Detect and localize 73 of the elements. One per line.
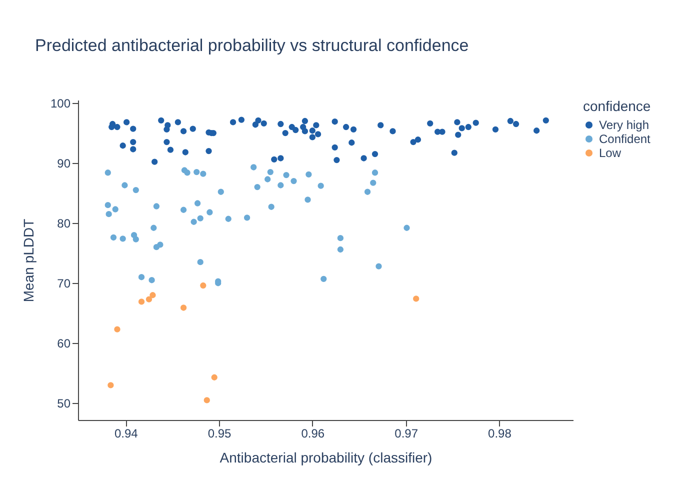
point [264, 176, 271, 182]
x-axis-title: Antibacterial probability (classifier) [220, 450, 432, 466]
point [370, 180, 376, 186]
point [372, 170, 378, 176]
point [108, 382, 114, 388]
point [204, 397, 210, 404]
point [278, 182, 284, 188]
y-tick-label: 60 [57, 336, 71, 351]
point [190, 218, 197, 225]
point [138, 274, 145, 280]
point [180, 304, 187, 311]
point [104, 202, 111, 208]
legend-title: confidence [583, 98, 651, 114]
point [194, 200, 201, 206]
point [254, 184, 260, 190]
point [267, 168, 274, 176]
point [150, 292, 156, 298]
legend-label: Confident [599, 132, 652, 146]
x-tick-label: 0.98 [488, 426, 512, 440]
point [120, 236, 126, 242]
point [283, 172, 290, 178]
point [132, 186, 139, 194]
point [225, 216, 232, 222]
point [197, 259, 204, 266]
point [150, 224, 157, 231]
point [206, 209, 213, 216]
point [122, 182, 128, 188]
point [211, 374, 218, 380]
chart-title: Predicted antibacterial probability vs structural confidence [35, 36, 469, 55]
y-axis-title: Mean pLDDT [20, 218, 36, 302]
point [180, 206, 187, 213]
x-tick-label: 0.95 [208, 426, 232, 440]
point [337, 235, 344, 242]
point [138, 298, 145, 305]
point [200, 170, 206, 177]
point [157, 242, 164, 248]
x-tick-label: 0.96 [301, 426, 325, 440]
x-tick-label: 0.97 [394, 426, 418, 440]
point [194, 168, 200, 176]
point [413, 296, 420, 302]
point [153, 203, 160, 210]
point [364, 188, 371, 195]
point [306, 171, 312, 178]
point [112, 206, 118, 212]
y-tick-label: 100 [50, 96, 71, 110]
y-tick-label: 70 [57, 276, 71, 291]
point [337, 246, 344, 253]
point [132, 236, 139, 242]
point [197, 215, 204, 222]
point [304, 196, 311, 203]
point [106, 210, 112, 218]
point [268, 204, 274, 210]
point [250, 164, 257, 170]
point [146, 296, 152, 302]
point [148, 277, 155, 284]
point [184, 170, 190, 176]
legend-label: Very high [599, 118, 650, 132]
y-tick-label: 90 [57, 156, 71, 171]
legend-label: Low [599, 146, 622, 160]
y-tick-label: 80 [57, 216, 71, 231]
point [244, 214, 250, 221]
point [104, 170, 111, 176]
point [404, 224, 410, 231]
y-tick-label: 50 [57, 396, 71, 411]
point [320, 276, 327, 282]
point [318, 182, 324, 189]
point [114, 326, 120, 332]
x-tick-label: 0.94 [114, 426, 138, 440]
point [218, 188, 224, 195]
point [110, 234, 117, 241]
point [376, 263, 382, 270]
point [290, 178, 297, 184]
point [200, 282, 206, 289]
